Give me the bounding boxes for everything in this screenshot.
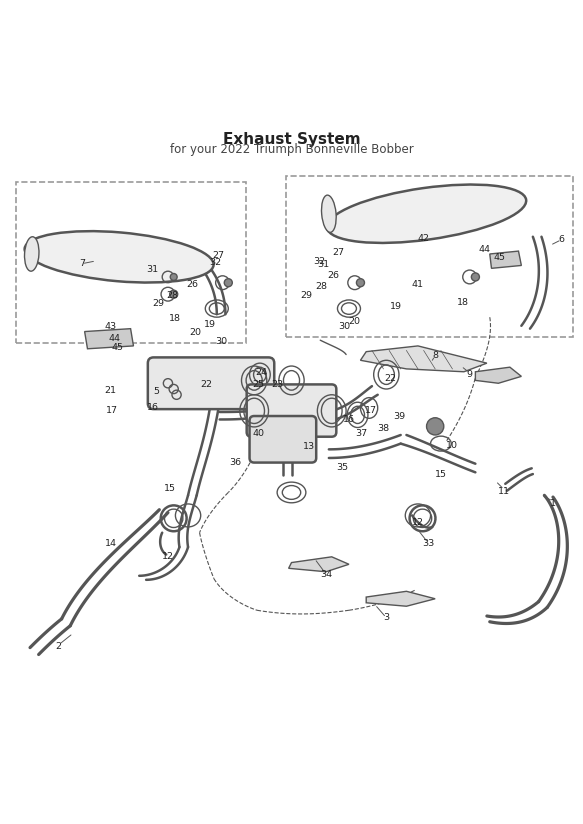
Text: 27: 27 — [212, 251, 224, 260]
Text: 21: 21 — [104, 386, 117, 396]
Text: 42: 42 — [417, 234, 430, 243]
Text: 20: 20 — [189, 328, 201, 337]
Text: 34: 34 — [320, 569, 332, 578]
Text: 45: 45 — [112, 343, 124, 352]
Text: 40: 40 — [252, 429, 264, 438]
Text: 18: 18 — [170, 315, 181, 323]
Text: 28: 28 — [166, 291, 178, 300]
Text: 3: 3 — [383, 613, 389, 622]
Text: 31: 31 — [146, 265, 159, 274]
Polygon shape — [289, 557, 349, 572]
Text: 11: 11 — [498, 487, 510, 496]
Text: 6: 6 — [559, 235, 564, 244]
Ellipse shape — [321, 195, 336, 232]
Text: 15: 15 — [435, 470, 447, 479]
Ellipse shape — [356, 279, 364, 287]
Text: 44: 44 — [108, 334, 121, 343]
Text: for your 2022 Triumph Bonneville Bobber: for your 2022 Triumph Bonneville Bobber — [170, 143, 413, 156]
Text: 9: 9 — [466, 370, 473, 379]
Text: 2: 2 — [56, 642, 62, 651]
Text: 20: 20 — [349, 316, 361, 325]
Polygon shape — [490, 251, 521, 269]
Text: 13: 13 — [303, 442, 315, 451]
Text: 18: 18 — [456, 298, 469, 307]
FancyBboxPatch shape — [250, 416, 316, 462]
Text: 41: 41 — [412, 280, 424, 289]
Text: 5: 5 — [153, 387, 160, 396]
Text: 29: 29 — [300, 291, 312, 300]
Text: 44: 44 — [478, 246, 490, 255]
FancyBboxPatch shape — [247, 385, 336, 437]
Text: 32: 32 — [313, 257, 325, 266]
Text: 19: 19 — [390, 302, 402, 311]
Text: 27: 27 — [333, 248, 345, 257]
Text: 31: 31 — [317, 260, 329, 269]
Text: 23: 23 — [271, 380, 283, 389]
Text: 19: 19 — [204, 321, 216, 329]
Text: 1: 1 — [550, 499, 556, 508]
Polygon shape — [85, 329, 134, 349]
Text: 36: 36 — [229, 458, 241, 467]
Text: 15: 15 — [164, 484, 175, 493]
Text: 43: 43 — [104, 322, 117, 331]
Text: 10: 10 — [447, 441, 458, 450]
Ellipse shape — [170, 290, 178, 298]
Polygon shape — [360, 346, 487, 372]
Text: 12: 12 — [162, 552, 174, 561]
Ellipse shape — [170, 274, 177, 280]
Polygon shape — [475, 368, 521, 383]
Text: 16: 16 — [146, 404, 159, 413]
Text: 26: 26 — [187, 280, 199, 289]
Text: 22: 22 — [384, 374, 396, 383]
Text: 22: 22 — [201, 380, 212, 389]
Ellipse shape — [24, 236, 39, 271]
Text: 30: 30 — [338, 322, 350, 331]
Text: 8: 8 — [432, 351, 438, 360]
FancyBboxPatch shape — [148, 358, 274, 410]
Text: 35: 35 — [336, 463, 348, 472]
Text: 25: 25 — [252, 381, 264, 390]
Polygon shape — [366, 592, 435, 606]
Text: 17: 17 — [106, 405, 118, 414]
Ellipse shape — [427, 418, 444, 435]
Text: 14: 14 — [104, 539, 117, 547]
Ellipse shape — [224, 279, 232, 287]
Ellipse shape — [327, 185, 526, 243]
Text: 7: 7 — [79, 260, 85, 269]
Text: 37: 37 — [356, 429, 368, 438]
Text: 26: 26 — [327, 271, 339, 279]
Text: 29: 29 — [152, 299, 164, 308]
Text: 39: 39 — [394, 412, 406, 421]
Ellipse shape — [24, 232, 213, 283]
Text: 28: 28 — [315, 283, 328, 291]
Text: 17: 17 — [365, 405, 377, 414]
Text: 32: 32 — [209, 258, 222, 267]
Text: 24: 24 — [255, 368, 268, 377]
Text: 30: 30 — [215, 337, 227, 346]
Text: Exhaust System: Exhaust System — [223, 132, 360, 147]
Text: 12: 12 — [412, 517, 424, 527]
Ellipse shape — [472, 273, 479, 281]
Text: 16: 16 — [343, 415, 355, 424]
Text: 45: 45 — [494, 254, 505, 263]
Text: 33: 33 — [422, 539, 434, 547]
Text: 38: 38 — [377, 424, 389, 433]
